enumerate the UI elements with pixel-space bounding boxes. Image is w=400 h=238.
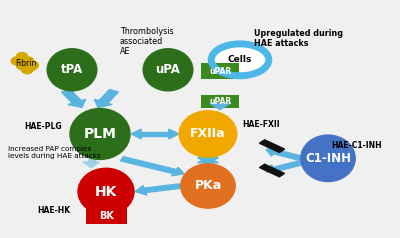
Polygon shape (83, 162, 99, 168)
Text: Upregulated during
HAE attacks: Upregulated during HAE attacks (254, 29, 343, 48)
FancyBboxPatch shape (201, 95, 239, 108)
Text: PKa: PKa (194, 179, 222, 193)
Text: uPAR: uPAR (209, 97, 231, 106)
Polygon shape (94, 99, 112, 107)
FancyBboxPatch shape (86, 208, 127, 224)
Text: uPA: uPA (156, 63, 180, 76)
Ellipse shape (16, 61, 28, 69)
Polygon shape (260, 140, 284, 153)
Polygon shape (210, 104, 230, 110)
Text: HK: HK (95, 184, 117, 198)
Polygon shape (274, 161, 302, 171)
Circle shape (211, 44, 269, 76)
Text: C1-INH: C1-INH (305, 152, 351, 165)
Text: HAE-FXII: HAE-FXII (242, 119, 280, 129)
Ellipse shape (181, 164, 235, 208)
FancyBboxPatch shape (201, 63, 239, 79)
Polygon shape (144, 184, 182, 193)
Ellipse shape (11, 57, 22, 65)
Text: Cells: Cells (228, 55, 252, 64)
Ellipse shape (16, 53, 28, 60)
Polygon shape (88, 159, 95, 162)
Polygon shape (274, 150, 302, 160)
Polygon shape (131, 129, 141, 139)
Polygon shape (120, 157, 176, 174)
Text: FXIIa: FXIIa (190, 128, 226, 140)
Polygon shape (203, 158, 213, 163)
Polygon shape (266, 165, 279, 174)
Polygon shape (141, 132, 169, 136)
Polygon shape (172, 167, 184, 176)
Polygon shape (135, 186, 147, 195)
Text: uPAR: uPAR (209, 67, 231, 76)
Text: BK: BK (99, 211, 114, 221)
Ellipse shape (22, 57, 34, 65)
Polygon shape (198, 158, 218, 163)
Ellipse shape (301, 135, 355, 182)
Polygon shape (260, 164, 284, 177)
Text: HAE-C1-INH: HAE-C1-INH (331, 141, 382, 150)
Polygon shape (169, 129, 179, 139)
Ellipse shape (179, 111, 237, 157)
Text: PLM: PLM (84, 127, 116, 141)
Polygon shape (198, 157, 218, 163)
Ellipse shape (78, 168, 134, 215)
Ellipse shape (18, 63, 30, 70)
Text: HAE-HK: HAE-HK (37, 206, 70, 215)
Polygon shape (266, 147, 279, 156)
Polygon shape (62, 89, 81, 103)
Text: tPA: tPA (61, 63, 83, 76)
Text: HAE-PLG: HAE-PLG (24, 122, 62, 131)
Polygon shape (215, 95, 225, 104)
Ellipse shape (22, 66, 33, 74)
Ellipse shape (70, 109, 130, 159)
Text: Fibrin: Fibrin (15, 59, 37, 68)
Ellipse shape (27, 61, 38, 69)
Polygon shape (68, 99, 86, 107)
Ellipse shape (47, 49, 97, 91)
Ellipse shape (143, 49, 193, 91)
Polygon shape (99, 89, 118, 103)
Ellipse shape (24, 64, 36, 72)
Text: Thrombolysis
associated
AE: Thrombolysis associated AE (120, 27, 174, 56)
Text: Increased PAP complex
levels during HAE attacks: Increased PAP complex levels during HAE … (8, 146, 101, 159)
